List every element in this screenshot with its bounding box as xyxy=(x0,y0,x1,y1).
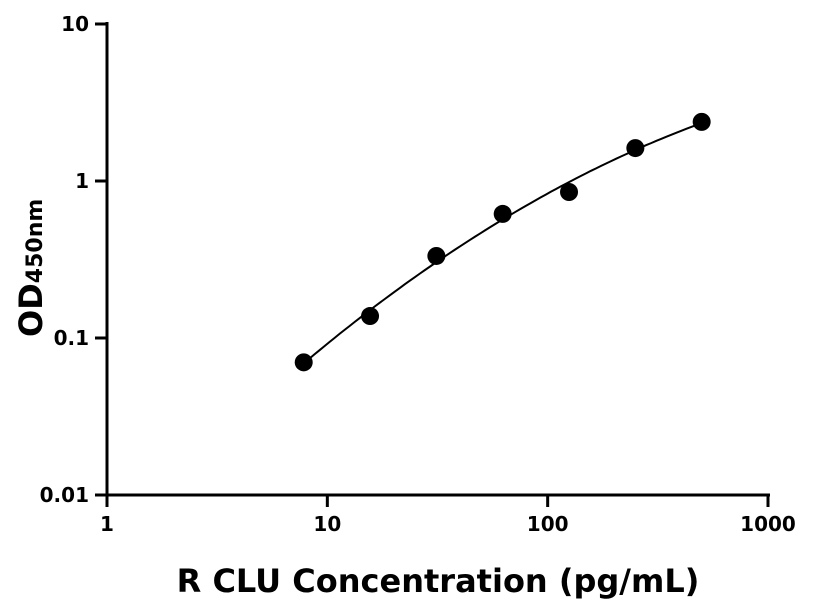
fit-curve xyxy=(298,122,703,368)
data-point xyxy=(361,307,380,326)
x-tick-label: 1 xyxy=(100,512,114,536)
x-tick-label: 1000 xyxy=(740,512,796,536)
data-point xyxy=(294,353,313,372)
y-axis-label: OD450nm xyxy=(12,199,50,337)
x-tick-label: 100 xyxy=(527,512,569,536)
x-axis-label: R CLU Concentration (pg/mL) xyxy=(177,562,700,600)
y-tick-label: 0.01 xyxy=(40,483,89,507)
y-axis-label-main: OD xyxy=(12,283,50,337)
y-tick-label: 1 xyxy=(75,169,89,193)
data-point xyxy=(427,246,446,265)
y-tick-label: 10 xyxy=(61,12,89,36)
data-point xyxy=(560,183,579,202)
x-tick-label: 10 xyxy=(313,512,341,536)
y-axis-label-sub: 450nm xyxy=(23,199,48,284)
data-point xyxy=(692,112,711,131)
y-tick-label: 0.1 xyxy=(54,326,89,350)
data-point xyxy=(626,139,645,158)
data-point xyxy=(493,204,512,223)
